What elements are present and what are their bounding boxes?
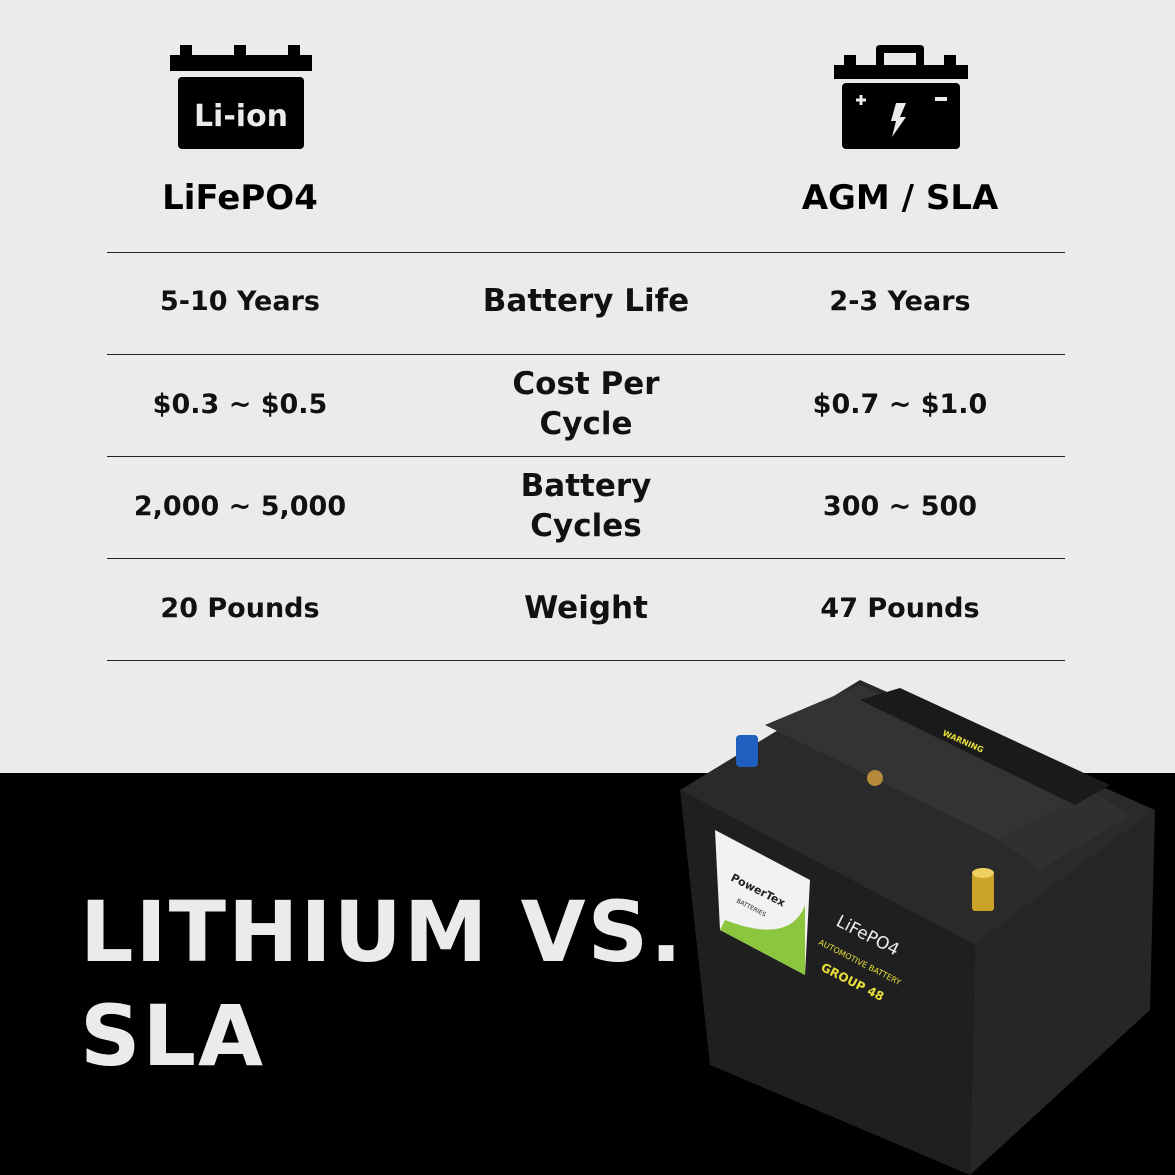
- lifepo4-value: 20 Pounds: [160, 592, 320, 624]
- battery-product-image: PowerTex BATTERIES LiFePO4 AUTOMOTIVE BA…: [680, 680, 1155, 1175]
- headline-line1: LITHIUM VS.: [80, 883, 685, 981]
- lifepo4-value: 2,000 ~ 5,000: [133, 490, 347, 522]
- lead-acid-battery-icon: [834, 45, 968, 149]
- metric-label: Cost Per Cycle: [512, 366, 660, 442]
- divider: [107, 558, 1065, 559]
- headline-line2: SLA: [80, 987, 266, 1085]
- negative-terminal-cap: [736, 735, 758, 767]
- positive-terminal: [972, 868, 994, 911]
- li-ion-icon-text: Li-ion: [194, 99, 288, 134]
- metric-label: Weight: [524, 590, 648, 626]
- sla-value: $0.7 ~ $1.0: [812, 388, 988, 420]
- divider: [107, 660, 1065, 661]
- lifepo4-value: $0.3 ~ $0.5: [152, 388, 328, 420]
- divider: [107, 354, 1065, 355]
- metric-label: Battery Life: [482, 283, 690, 319]
- divider: [107, 456, 1065, 457]
- agm-sla-header: AGM / SLA: [801, 178, 999, 218]
- sla-value: 2-3 Years: [829, 285, 971, 317]
- divider: [107, 252, 1065, 253]
- lifepo4-value: 5-10 Years: [160, 285, 320, 317]
- sla-value: 300 ~ 500: [822, 490, 978, 522]
- headline: LITHIUM VS. SLA: [80, 880, 684, 1088]
- sla-value: 47 Pounds: [820, 592, 980, 624]
- metric-label: Battery Cycles: [520, 468, 652, 544]
- lifepo4-header: LiFePO4: [162, 178, 318, 218]
- li-ion-battery-icon: Li-ion: [170, 45, 312, 149]
